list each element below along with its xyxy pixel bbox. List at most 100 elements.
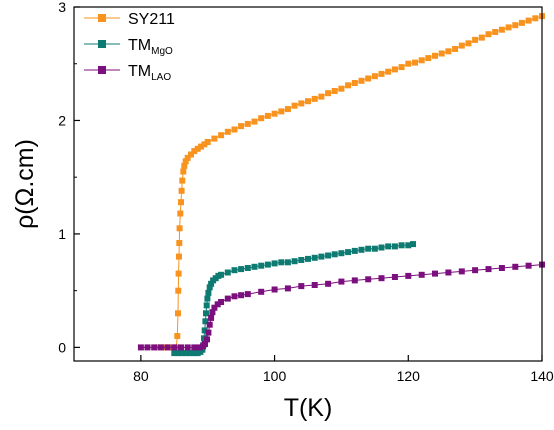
data-point <box>214 301 221 308</box>
data-point <box>202 318 209 325</box>
data-point <box>311 254 318 261</box>
data-point <box>465 40 472 47</box>
plot-frame <box>73 6 543 362</box>
data-point <box>179 177 186 184</box>
data-point <box>157 344 164 351</box>
data-point <box>182 158 189 165</box>
data-point <box>208 280 215 287</box>
legend-marker <box>98 14 106 22</box>
data-point <box>178 344 184 351</box>
data-point <box>498 265 505 271</box>
data-point <box>345 82 352 89</box>
data-point <box>224 295 231 302</box>
data-point <box>425 55 432 62</box>
data-point <box>371 73 378 80</box>
data-point <box>206 321 213 328</box>
data-point <box>311 95 318 102</box>
data-point <box>498 26 505 33</box>
data-point <box>365 75 372 82</box>
y-tick-label: 0 <box>58 339 66 355</box>
x-axis-label: T(K) <box>284 394 333 422</box>
data-point <box>410 241 416 248</box>
data-point <box>385 243 392 250</box>
data-point <box>171 350 178 357</box>
data-point <box>358 77 365 84</box>
data-point <box>178 199 184 206</box>
legend-entry-tmmgo: TMMgO <box>84 37 173 57</box>
data-point <box>264 112 271 119</box>
data-point <box>177 210 184 217</box>
data-point <box>532 15 539 22</box>
legend-marker <box>98 40 106 48</box>
y-axis-label: ρ(Ω.cm) <box>11 139 39 229</box>
data-point <box>512 263 519 270</box>
data-point <box>412 59 418 66</box>
data-point <box>338 85 345 92</box>
data-point <box>258 288 265 295</box>
legend-marker <box>98 66 106 74</box>
data-point <box>284 106 291 113</box>
data-point <box>176 253 182 260</box>
data-point <box>244 265 251 271</box>
data-point <box>331 88 338 94</box>
data-point <box>203 310 209 317</box>
data-point <box>258 262 265 269</box>
data-point <box>311 282 318 288</box>
data-point <box>438 50 445 57</box>
data-point <box>180 168 187 175</box>
data-point <box>458 42 465 49</box>
data-point <box>405 242 412 249</box>
data-point <box>204 336 210 343</box>
data-point <box>218 271 225 278</box>
data-point <box>478 34 485 41</box>
series-line <box>140 264 543 348</box>
data-point <box>202 341 208 347</box>
data-point <box>291 258 298 265</box>
data-point <box>176 225 183 232</box>
data-point <box>238 292 245 299</box>
data-point <box>218 299 225 305</box>
data-point <box>391 243 398 250</box>
data-point <box>191 344 198 351</box>
data-point <box>209 309 216 316</box>
data-point <box>244 120 251 127</box>
data-point <box>184 154 191 161</box>
data-point <box>345 249 352 256</box>
data-point <box>391 274 398 280</box>
data-point <box>305 98 311 105</box>
data-point <box>175 270 182 277</box>
legend-label-subscript: MgO <box>151 46 173 57</box>
data-point <box>231 126 238 133</box>
x-tick-label: 80 <box>133 368 149 384</box>
data-point <box>194 145 201 152</box>
data-point <box>391 66 398 73</box>
data-point <box>325 280 332 287</box>
data-point <box>218 132 225 139</box>
data-point <box>238 266 245 273</box>
data-point <box>175 350 182 357</box>
x-tick-label: 140 <box>530 368 554 384</box>
data-point <box>258 115 265 122</box>
data-point <box>205 289 212 296</box>
data-point <box>187 350 194 357</box>
data-point <box>183 350 190 357</box>
data-point <box>244 291 251 298</box>
data-point <box>204 139 211 145</box>
data-point <box>365 276 372 283</box>
data-point <box>385 68 392 75</box>
data-point <box>325 252 332 259</box>
legend-label: TMMgO <box>128 37 173 57</box>
data-point <box>284 285 291 292</box>
series-line <box>156 15 543 348</box>
data-point <box>196 344 203 351</box>
data-point <box>338 278 345 285</box>
legend-label-subscript: LAO <box>151 72 171 83</box>
data-point <box>298 100 305 107</box>
data-point <box>458 268 465 275</box>
x-tick-label: 100 <box>263 368 287 384</box>
y-tick-label: 3 <box>58 0 66 15</box>
data-point <box>231 267 238 274</box>
data-point <box>208 314 215 321</box>
